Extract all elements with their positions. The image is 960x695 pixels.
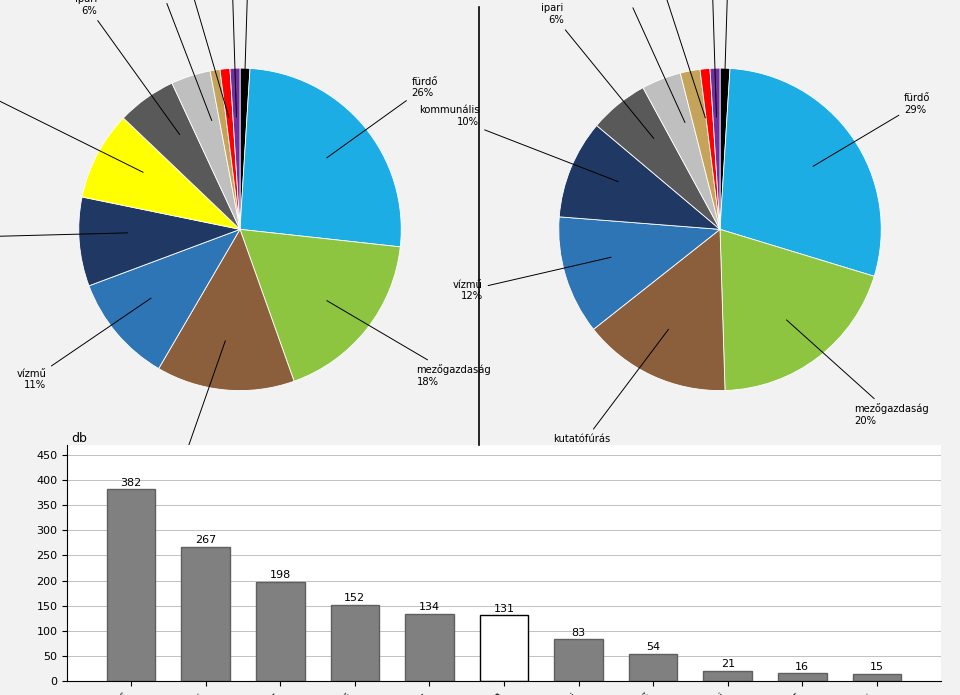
- Text: 16: 16: [795, 662, 809, 671]
- Text: mezőgazdaság
20%: mezőgazdaság 20%: [786, 320, 929, 426]
- Wedge shape: [560, 126, 720, 229]
- Text: vízmű
12%: vízmű 12%: [453, 257, 612, 301]
- Text: észlelő
4%: észlelő 4%: [609, 0, 685, 122]
- Text: kutatófúrás
15%: kutatófúrás 15%: [553, 329, 668, 456]
- Wedge shape: [230, 68, 240, 229]
- Bar: [554, 639, 603, 681]
- Bar: [256, 582, 304, 681]
- Bar: [704, 671, 752, 681]
- Text: fürdő
29%: fürdő 29%: [813, 94, 930, 166]
- Text: 382: 382: [121, 477, 142, 487]
- Wedge shape: [710, 68, 720, 229]
- Wedge shape: [240, 68, 250, 229]
- Text: 267: 267: [195, 535, 216, 546]
- Wedge shape: [720, 229, 875, 391]
- Text: 198: 198: [270, 570, 291, 580]
- Text: ipari
6%: ipari 6%: [75, 0, 180, 135]
- Wedge shape: [158, 229, 294, 391]
- Wedge shape: [559, 217, 720, 329]
- Text: 54: 54: [646, 642, 660, 653]
- Bar: [330, 605, 379, 681]
- Wedge shape: [172, 71, 240, 229]
- Wedge shape: [79, 197, 240, 286]
- Wedge shape: [210, 70, 240, 229]
- Bar: [629, 654, 678, 681]
- Text: ipari
6%: ipari 6%: [541, 3, 654, 138]
- Wedge shape: [720, 68, 730, 229]
- Text: vízmű
11%: vízmű 11%: [16, 298, 151, 391]
- Wedge shape: [240, 68, 401, 247]
- Text: kombinált
hasznosítás
1%: kombinált hasznosítás 1%: [682, 0, 740, 117]
- Bar: [778, 673, 827, 681]
- Wedge shape: [720, 68, 881, 277]
- Wedge shape: [240, 229, 400, 382]
- Text: kombinált
hasznosítás
1%: kombinált hasznosítás 1%: [202, 0, 260, 117]
- Text: 152: 152: [345, 593, 366, 603]
- Wedge shape: [593, 229, 725, 391]
- Bar: [852, 673, 901, 681]
- Bar: [405, 614, 454, 681]
- Text: termelő-
visszasajtoló
1%: termelő- visszasajtoló 1%: [696, 0, 760, 117]
- Text: kommunális
9%: kommunális 9%: [0, 227, 128, 249]
- Wedge shape: [220, 68, 240, 229]
- Text: tervezett
hasznosítás
ismeretlen
9%: tervezett hasznosítás ismeretlen 9%: [0, 61, 143, 172]
- Bar: [107, 489, 156, 681]
- Text: gyógyászati
1%: gyógyászati 1%: [156, 0, 228, 117]
- Text: mezőgazdaság
18%: mezőgazdaság 18%: [326, 301, 492, 386]
- Text: termelő-
visszasajtoló
1%: termelő- visszasajtoló 1%: [216, 0, 280, 117]
- Bar: [181, 547, 230, 681]
- Wedge shape: [123, 83, 240, 229]
- Text: kutatófúrás
14%: kutatófúrás 14%: [153, 341, 226, 477]
- Text: 21: 21: [721, 659, 734, 669]
- Text: 83: 83: [571, 628, 586, 638]
- Wedge shape: [643, 73, 720, 229]
- Text: gyógyászati
2%: gyógyászati 2%: [628, 0, 706, 118]
- Wedge shape: [700, 68, 720, 229]
- Text: 134: 134: [419, 603, 440, 612]
- Wedge shape: [681, 70, 720, 229]
- Text: észlelő
4%: észlelő 4%: [143, 0, 212, 120]
- Bar: [480, 615, 528, 681]
- Text: fürdő
26%: fürdő 26%: [326, 76, 438, 158]
- Wedge shape: [82, 118, 240, 229]
- Wedge shape: [89, 229, 240, 368]
- Text: 131: 131: [493, 604, 515, 614]
- Text: kommunális
10%: kommunális 10%: [419, 105, 618, 181]
- Wedge shape: [597, 88, 720, 229]
- Text: 15: 15: [870, 662, 884, 672]
- Text: db: db: [71, 432, 87, 445]
